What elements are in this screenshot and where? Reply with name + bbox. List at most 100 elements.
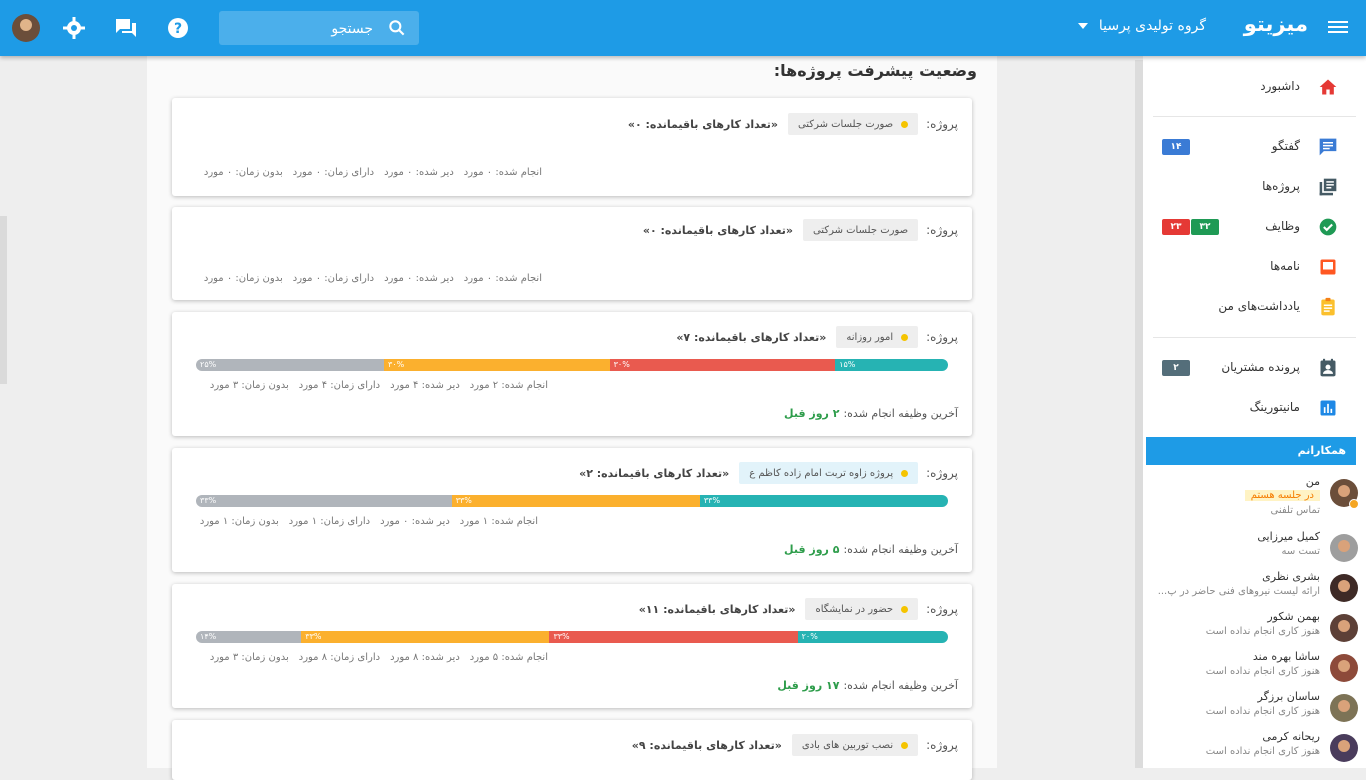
sidebar-item-letters[interactable]: نامه‌ها [1143,247,1366,287]
avatar [1330,694,1358,722]
progress-segment-label: ۳۳% [305,632,322,641]
organization-selector[interactable]: گروه تولیدی پرسیا [1078,18,1206,34]
avatar [1330,614,1358,642]
count-done: انجام شده: ۰ مورد [463,273,542,284]
app-logo[interactable]: میزیتو [1243,12,1308,36]
colleague-status: هنوز کاری انجام نداده است [1205,626,1320,637]
project-tag-label: حضور در نمایشگاه [815,603,894,615]
colleague-name: بهمن شکور [1267,610,1320,623]
user-avatar[interactable] [12,14,40,42]
sidebar-item-notes[interactable]: یادداشت‌های من [1143,287,1366,327]
sidebar-item-dashboard[interactable]: داشبورد [1143,67,1366,107]
sidebar-item-label: نامه‌ها [1270,259,1300,273]
remaining-count: «تعداد کارهای باقیمانده: ۷» [676,330,827,344]
sidebar-item-label: مانیتورینگ [1249,400,1300,414]
status-dot-icon [901,469,909,477]
project-tag[interactable]: امور روزانه [836,326,919,348]
progress-segment-label: ۲۰% [801,632,818,641]
task-counts: انجام شده: ۰ مورد دیر شده: ۰ مورد دارای زم… [194,273,542,284]
project-tag[interactable]: نصب توربین های بادی [791,734,919,756]
hamburger-menu-icon[interactable] [1328,18,1348,38]
colleague-item[interactable]: ساشا بهره مند هنوز کاری انجام نداده است [1143,650,1366,690]
task-counts: انجام شده: ۲ مورد دیر شده: ۴ مورد دارای زم… [200,380,548,391]
colleague-item[interactable]: بشری نظری ارائه لیست نیروهای فنی حاضر در… [1143,570,1366,610]
progress-segment-label: ۲۵% [200,360,217,369]
caret-down-icon [1078,23,1089,29]
project-card[interactable]: پروژه: پروژه زاوه تربت امام زاده کاظم ع … [172,448,972,572]
count-done: انجام شده: ۵ مورد [469,652,548,663]
colleague-name: ساشا بهره مند [1252,650,1320,663]
chat-icon[interactable] [114,16,138,40]
project-tag[interactable]: صورت جلسات شرکتی [787,113,919,135]
progress-segment-label: ۳۰% [388,360,405,369]
colleague-status: هنوز کاری انجام نداده است [1205,706,1320,717]
progress-segment: ۳۳% [451,495,700,507]
sidebar-item-label: داشبورد [1260,79,1300,93]
progress-segment: ۳۰% [384,359,610,371]
progress-segment: ۳۳% [301,631,550,643]
colleagues-header: همکارانم [1146,437,1356,465]
project-tag[interactable]: صورت جلسات شرکتی [802,219,919,241]
status-dot-icon [901,741,909,749]
help-icon[interactable]: ? [166,16,190,40]
project-card[interactable]: پروژه: نصب توربین های بادی «تعداد کارهای… [172,720,972,780]
organization-name: گروه تولیدی پرسیا [1098,18,1206,34]
gear-icon[interactable] [62,16,86,40]
inbox-icon [1320,259,1336,275]
colleague-item[interactable]: ساسان برزگر هنوز کاری انجام نداده است [1143,690,1366,730]
project-label: پروژه: [926,117,958,131]
top-bar: میزیتو گروه تولیدی پرسیا ? [0,0,1366,56]
remaining-count: «تعداد کارهای باقیمانده: ۰» [642,223,793,237]
sidebar-item-monitoring[interactable]: مانیتورینگ [1143,388,1366,428]
progress-segment: ۲۰% [797,631,948,643]
project-card[interactable]: پروژه: صورت جلسات شرکتی «تعداد کارهای با… [172,207,972,300]
sidebar-item-tasks[interactable]: وظایف ۳۲ ۲۳ [1143,207,1366,247]
progress-segment-label: ۱۵% [839,360,856,369]
colleague-item[interactable]: کمیل میرزایی تست سه [1143,530,1366,570]
sidebar: داشبورد گفتگو ۱۴ پروژه‌ها وظایف ۳۲ ۲۳ نا… [1143,56,1366,768]
sidebar-item-customers[interactable]: پرونده مشتریان ۲ [1143,348,1366,388]
project-card[interactable]: پروژه: صورت جلسات شرکتی «تعداد کارهای با… [172,98,972,196]
search-box [219,11,419,47]
search-input[interactable] [231,11,375,47]
colleague-item[interactable]: ریحانه کرمی هنوز کاری انجام نداده است [1143,730,1366,770]
count-done: انجام شده: ۱ مورد [459,516,538,527]
scrollbar-track[interactable] [1135,60,1143,768]
project-card[interactable]: پروژه: حضور در نمایشگاه «تعداد کارهای با… [172,584,972,708]
progress-bar: ۱۵% ۳۰% ۳۰% ۲۵% [196,359,948,371]
chat-bubble-icon [1319,138,1337,156]
colleague-item[interactable]: من در جلسه هستم تماس تلفنی [1143,475,1366,516]
sidebar-item-label: پرونده مشتریان [1221,360,1300,374]
colleague-status: تماس تلفنی [1270,505,1320,516]
task-counts: انجام شده: ۵ مورد دیر شده: ۸ مورد دارای زم… [200,652,548,663]
sidebar-item-projects[interactable]: پروژه‌ها [1143,167,1366,207]
sidebar-item-label: وظایف [1265,219,1300,233]
last-task: آخرین وظیفه انجام شده:۲ روز قبل [784,407,958,420]
avatar [1330,574,1358,602]
colleague-status: هنوز کاری انجام نداده است [1205,746,1320,757]
count-late: دیر شده: ۰ مورد [384,167,454,178]
last-task-value: ۱۷ روز قبل [777,679,840,692]
count-timed: دارای زمان: ۱ مورد [288,516,371,527]
progress-segment: ۳۰% [609,359,836,371]
project-card[interactable]: پروژه: امور روزانه «تعداد کارهای باقیمان… [172,312,972,436]
project-tag-label: نصب توربین های بادی [801,739,894,751]
avatar [1330,654,1358,682]
remaining-count: «تعداد کارهای باقیمانده: ۹» [631,738,782,752]
sidebar-item-chat[interactable]: گفتگو ۱۴ [1143,127,1366,167]
svg-text:?: ? [174,21,182,37]
progress-segment: ۳۳% [549,631,798,643]
project-label: پروژه: [926,466,958,480]
avatar [1330,534,1358,562]
search-icon[interactable] [387,18,407,38]
colleague-name: ریحانه کرمی [1262,730,1320,743]
task-counts: انجام شده: ۱ مورد دیر شده: ۰ مورد دارای زم… [190,516,538,527]
contact-calendar-icon [1320,358,1336,377]
colleague-item[interactable]: بهمن شکور هنوز کاری انجام نداده است [1143,610,1366,650]
progress-bar: ۲۰% ۳۳% ۳۳% ۱۴% [196,631,948,643]
last-task-value: ۲ روز قبل [784,407,840,420]
home-icon [1319,79,1337,95]
tasks-count-badge: ۳۲ [1191,219,1219,235]
project-tag[interactable]: حضور در نمایشگاه [805,598,919,620]
project-tag[interactable]: پروژه زاوه تربت امام زاده کاظم ع [739,462,919,484]
